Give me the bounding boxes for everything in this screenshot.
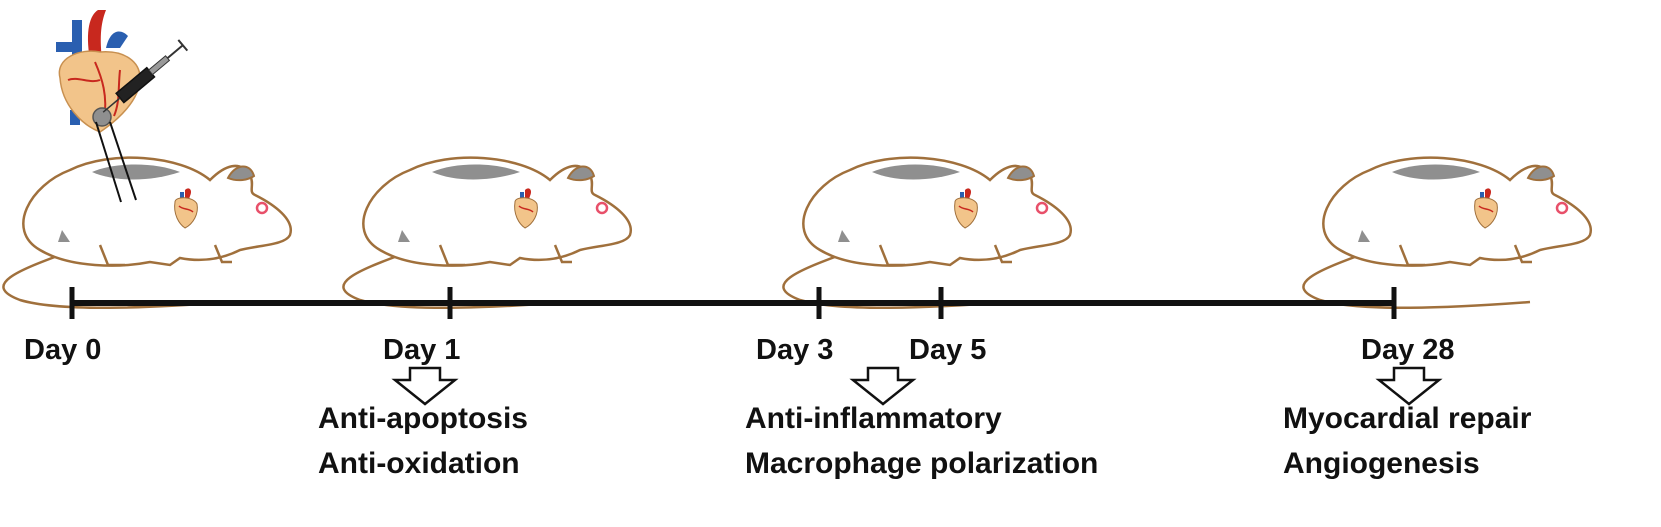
rat-icon xyxy=(2,156,293,310)
effect-label: Anti-oxidation xyxy=(318,447,520,480)
effect-label: Angiogenesis xyxy=(1283,447,1480,480)
rat-icon xyxy=(342,156,633,310)
effect-label: Anti-inflammatory xyxy=(745,402,1002,435)
effect-label: Macrophage polarization xyxy=(745,447,1099,480)
arrow-down-icon xyxy=(393,366,457,406)
day-label: Day 0 xyxy=(24,334,102,366)
day-label: Day 1 xyxy=(383,334,461,366)
arrow-down-icon xyxy=(851,366,915,406)
effect-label: Myocardial repair xyxy=(1283,402,1532,435)
day-label: Day 5 xyxy=(909,334,987,366)
rat-icon xyxy=(782,156,1073,310)
syringe-icon xyxy=(102,39,189,113)
day-label: Day 3 xyxy=(756,334,834,366)
arrow-down-icon xyxy=(1377,366,1441,406)
rat-icon xyxy=(1302,156,1593,310)
day-label: Day 28 xyxy=(1361,334,1455,366)
effect-label: Anti-apoptosis xyxy=(318,402,528,435)
